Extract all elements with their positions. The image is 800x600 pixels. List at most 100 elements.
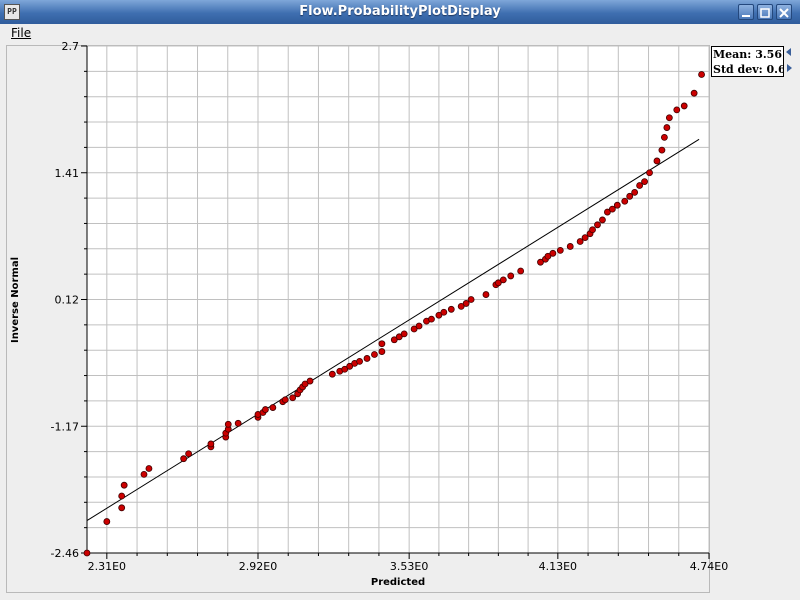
data-point <box>415 322 423 330</box>
data-point <box>395 333 403 341</box>
data-point <box>499 276 507 284</box>
data-point <box>613 201 621 209</box>
data-point <box>289 394 297 402</box>
data-point <box>517 267 525 275</box>
data-points <box>83 71 705 557</box>
data-point <box>467 296 475 303</box>
data-point <box>494 279 502 287</box>
stats-scroll[interactable] <box>784 46 794 77</box>
data-point <box>544 252 552 260</box>
data-point <box>658 146 666 154</box>
data-point <box>145 465 153 472</box>
data-point <box>224 420 232 428</box>
data-point <box>636 182 644 189</box>
y-axis-label: Inverse Normal <box>10 257 21 343</box>
data-point <box>549 249 557 257</box>
minimize-icon <box>742 15 750 17</box>
y-tick-label: 1.41 <box>55 167 80 180</box>
data-point <box>663 124 671 131</box>
data-point <box>410 325 418 333</box>
data-point <box>262 406 269 413</box>
data-point <box>390 336 398 344</box>
menu-bar: File <box>0 24 800 44</box>
data-point <box>631 189 639 196</box>
data-point <box>328 370 336 378</box>
data-point <box>641 178 648 185</box>
app-icon[interactable]: PP <box>4 4 20 20</box>
y-tick-label: -2.46 <box>51 547 79 560</box>
data-point <box>462 300 470 307</box>
data-point <box>626 192 634 200</box>
data-point <box>118 504 126 512</box>
data-point <box>457 302 465 310</box>
data-point <box>482 291 490 298</box>
std-dev-value: Std dev: 0.6 <box>713 63 784 76</box>
y-tick-label: 0.12 <box>55 294 80 307</box>
data-point <box>537 258 544 266</box>
data-point <box>306 377 314 385</box>
data-point <box>646 169 653 177</box>
x-axis-label: Predicted <box>371 577 425 588</box>
data-point <box>603 208 611 216</box>
data-point <box>556 246 564 254</box>
data-point <box>428 315 435 323</box>
minimize-button[interactable] <box>738 4 754 20</box>
data-point <box>301 380 309 388</box>
data-point <box>363 355 371 362</box>
maximize-icon <box>760 8 770 18</box>
data-point <box>269 404 277 411</box>
scroll-arrows-icon[interactable] <box>784 46 794 77</box>
data-point <box>281 396 289 404</box>
x-tick-label: 3.53E0 <box>390 560 428 573</box>
tick-labels: 2.31E0 2.92E0 3.53E0 4.13E0 4.74E0 -2.46 -1.17… <box>51 40 729 573</box>
data-point <box>83 549 91 557</box>
side-panel <box>711 45 800 593</box>
data-point <box>440 308 448 316</box>
close-icon <box>779 8 789 18</box>
maximize-button[interactable] <box>757 4 773 20</box>
data-point <box>447 305 455 313</box>
window-title: Flow.ProbabilityPlotDisplay <box>299 4 501 19</box>
data-point <box>371 351 378 358</box>
stats-box: Mean: 3.56 Std dev: 0.6 <box>711 46 784 77</box>
data-point <box>118 492 126 500</box>
x-tick-label: 4.74E0 <box>690 560 728 573</box>
data-point <box>103 518 111 525</box>
menu-file[interactable]: File <box>11 26 32 40</box>
data-point <box>140 470 148 478</box>
data-point <box>207 440 215 448</box>
data-point <box>378 340 386 348</box>
data-point <box>234 419 242 427</box>
data-point <box>680 102 688 110</box>
x-tick-label: 2.92E0 <box>239 560 277 573</box>
data-point <box>673 106 681 114</box>
data-point <box>608 205 616 213</box>
y-tick-label: -1.17 <box>51 420 79 433</box>
data-point <box>378 348 386 355</box>
data-point <box>576 238 584 245</box>
data-point <box>665 114 673 122</box>
data-point <box>507 272 515 280</box>
x-tick-label: 4.13E0 <box>539 560 577 573</box>
mean-value: Mean: 3.56 <box>713 48 782 61</box>
data-point <box>180 455 188 463</box>
data-point <box>400 330 408 338</box>
close-button[interactable] <box>776 4 792 20</box>
data-point <box>621 197 629 205</box>
data-point <box>581 234 589 241</box>
data-point <box>690 89 698 97</box>
data-point <box>599 216 606 224</box>
data-point <box>594 221 601 229</box>
x-tick-label: 2.31E0 <box>88 560 126 573</box>
data-point <box>698 71 705 78</box>
data-point <box>120 481 128 489</box>
data-point <box>346 362 354 370</box>
data-point <box>660 133 668 141</box>
y-tick-label: 2.7 <box>62 40 80 53</box>
data-point <box>185 450 193 458</box>
data-point <box>356 358 363 365</box>
data-point <box>653 157 661 165</box>
data-point <box>341 365 349 373</box>
data-point <box>566 243 574 250</box>
